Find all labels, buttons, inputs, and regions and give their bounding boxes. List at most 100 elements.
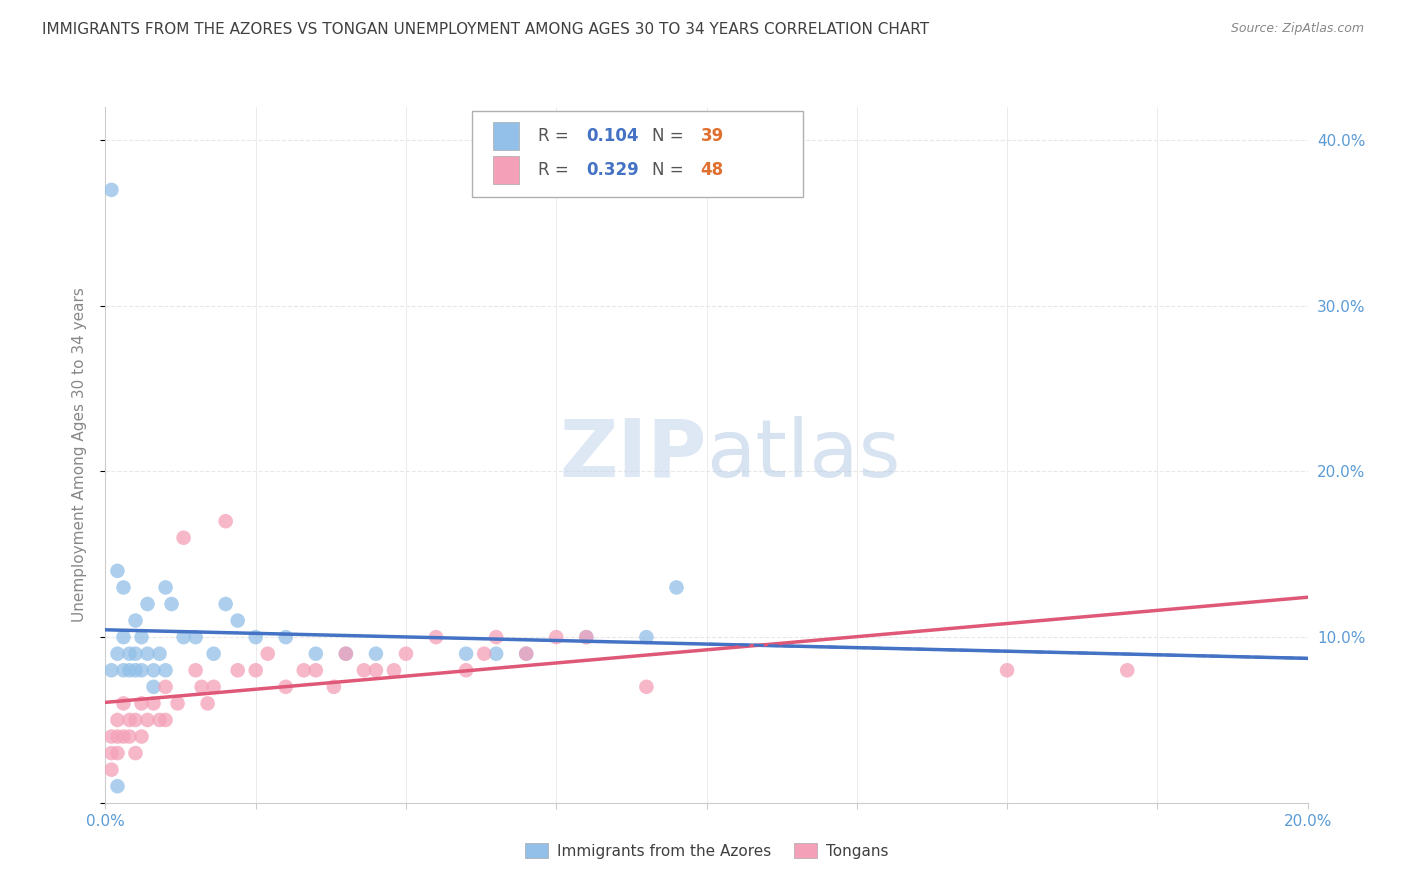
Point [335,647,357,661]
Point [118,713,141,727]
Point [112,663,135,677]
Point [546,630,568,644]
Point [575,630,598,644]
Point [995,663,1018,677]
Point [245,630,267,644]
Point [335,647,357,661]
Point [136,713,159,727]
Point [107,779,129,793]
Point [305,647,328,661]
Text: Source: ZipAtlas.com: Source: ZipAtlas.com [1230,22,1364,36]
Point [485,630,508,644]
Point [256,647,278,661]
FancyBboxPatch shape [492,156,519,184]
Point [148,713,170,727]
Point [353,663,375,677]
Point [100,730,122,744]
Point [197,697,219,711]
Point [142,663,165,677]
Point [131,663,153,677]
Point [155,713,177,727]
Point [515,647,537,661]
Point [214,514,236,528]
Text: IMMIGRANTS FROM THE AZORES VS TONGAN UNEMPLOYMENT AMONG AGES 30 TO 34 YEARS CORR: IMMIGRANTS FROM THE AZORES VS TONGAN UNE… [42,22,929,37]
Point [274,630,297,644]
Y-axis label: Unemployment Among Ages 30 to 34 years: Unemployment Among Ages 30 to 34 years [72,287,87,623]
Point [124,713,146,727]
Point [364,663,387,677]
FancyBboxPatch shape [492,122,519,150]
Point [322,680,344,694]
Point [305,663,328,677]
Point [226,663,249,677]
Point [118,647,141,661]
Text: N =: N = [652,161,689,178]
Point [1116,663,1139,677]
Point [131,697,153,711]
Point [665,581,688,595]
Point [364,647,387,661]
Point [124,746,146,760]
Point [202,680,225,694]
Point [107,730,129,744]
Point [575,630,598,644]
Text: 0.104: 0.104 [586,128,638,145]
Point [454,663,477,677]
Point [226,614,249,628]
Point [184,630,207,644]
Point [112,581,135,595]
Point [173,630,195,644]
Point [160,597,183,611]
Point [124,647,146,661]
Text: R =: R = [538,161,574,178]
Point [515,647,537,661]
Point [100,663,122,677]
Point [173,531,195,545]
Point [118,663,141,677]
Point [142,697,165,711]
Text: 39: 39 [700,128,724,145]
Point [155,680,177,694]
Point [112,630,135,644]
Text: R =: R = [538,128,574,145]
Text: N =: N = [652,128,689,145]
Point [454,647,477,661]
Point [136,597,159,611]
Point [136,647,159,661]
Point [131,630,153,644]
Point [274,680,297,694]
Point [166,697,188,711]
FancyBboxPatch shape [472,111,803,197]
Point [100,746,122,760]
Point [142,680,165,694]
Point [100,763,122,777]
Point [107,647,129,661]
Legend: Immigrants from the Azores, Tongans: Immigrants from the Azores, Tongans [519,837,894,864]
Point [107,746,129,760]
Point [245,663,267,677]
Point [472,647,495,661]
Point [425,630,447,644]
Text: ZIP: ZIP [560,416,707,494]
Text: 48: 48 [700,161,724,178]
Point [148,647,170,661]
Point [118,730,141,744]
Point [214,597,236,611]
Point [124,663,146,677]
Point [292,663,315,677]
Point [202,647,225,661]
Point [107,564,129,578]
Point [636,680,658,694]
Text: atlas: atlas [707,416,901,494]
Point [124,614,146,628]
Point [382,663,405,677]
Point [184,663,207,677]
Point [395,647,418,661]
Point [155,581,177,595]
Point [100,183,122,197]
Point [112,697,135,711]
Point [107,713,129,727]
Point [190,680,212,694]
Point [155,663,177,677]
Point [636,630,658,644]
